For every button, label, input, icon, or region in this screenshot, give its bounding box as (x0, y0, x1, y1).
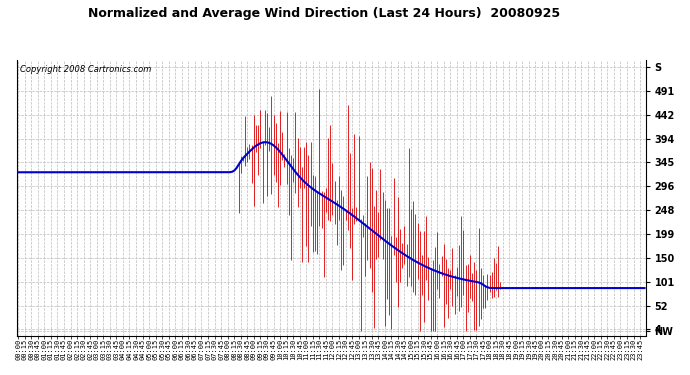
Text: Copyright 2008 Cartronics.com: Copyright 2008 Cartronics.com (20, 65, 152, 74)
Text: Normalized and Average Wind Direction (Last 24 Hours)  20080925: Normalized and Average Wind Direction (L… (88, 8, 560, 21)
